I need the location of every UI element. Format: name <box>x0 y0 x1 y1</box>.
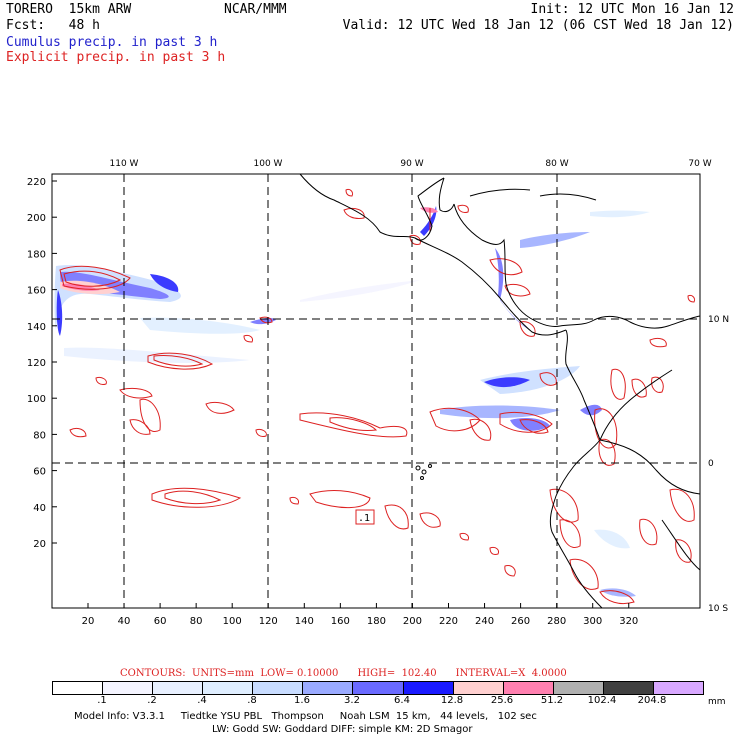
colorbar-segment <box>203 682 254 694</box>
contour-label: .1 <box>358 513 370 524</box>
colorbar-segment <box>303 682 354 694</box>
legend-cumulus: Cumulus precip. in past 3 h <box>6 35 218 50</box>
valid-time: Valid: 12 UTC Wed 18 Jan 12 (06 CST Wed … <box>342 18 734 33</box>
colorbar-value: 204.8 <box>637 695 667 706</box>
y-tick-label: 100 <box>27 394 46 405</box>
explicit-precip-contours <box>59 189 695 605</box>
colorbar-segment <box>403 682 454 694</box>
colorbar-value: 12.8 <box>440 695 464 706</box>
colorbar-segment <box>603 682 654 694</box>
y-tick-label: 160 <box>27 286 46 297</box>
colorbar-value: .8 <box>247 695 257 706</box>
x-tick-label: 240 <box>475 616 494 627</box>
x-tick-label: 220 <box>439 616 458 627</box>
x-tick-label: 160 <box>331 616 350 627</box>
lon-label: 90 W <box>400 159 423 169</box>
axis-labels: 110 W 100 W 90 W 80 W 70 W 10 N 0 10 S 220 200 180… <box>27 159 729 627</box>
lon-label: 70 W <box>688 159 711 169</box>
lon-label: 80 W <box>545 159 568 169</box>
x-tick-label: 180 <box>367 616 386 627</box>
colorbar-value: 102.4 <box>587 695 617 706</box>
y-tick-label: 80 <box>33 430 46 441</box>
x-tick-label: 80 <box>190 616 203 627</box>
colorbar-segment <box>53 682 104 694</box>
colorbar-value: 25.6 <box>490 695 514 706</box>
x-tick-label: 300 <box>583 616 602 627</box>
x-tick-label: 120 <box>259 616 278 627</box>
precip-colorbar <box>52 681 704 695</box>
colorbar-value: 51.2 <box>540 695 564 706</box>
colorbar-segment <box>653 682 704 694</box>
x-tick-label: 40 <box>118 616 131 627</box>
y-tick-label: 120 <box>27 358 46 369</box>
x-tick-label: 260 <box>511 616 530 627</box>
colorbar-segment <box>353 682 404 694</box>
y-tick-label: 180 <box>27 249 46 260</box>
x-tick-label: 20 <box>82 616 95 627</box>
lat-label: 10 S <box>708 604 728 614</box>
colorbar-value: .4 <box>197 695 207 706</box>
colorbar-segment <box>103 682 154 694</box>
colorbar-labels: .1 .2 .4 .8 1.6 3.2 6.4 12.8 25.6 51.2 102.4 204.8 <box>52 695 702 707</box>
y-tick-label: 40 <box>33 503 46 514</box>
colorbar-value: .1 <box>97 695 107 706</box>
coastlines <box>299 173 701 609</box>
lat-label: 10 N <box>708 315 729 325</box>
colorbar-segment <box>153 682 204 694</box>
map-frame <box>51 173 701 609</box>
contours-info: CONTOURS: UNITS=mm LOW= 0.10000 HIGH= 10… <box>120 668 567 679</box>
colorbar-segment <box>453 682 504 694</box>
colorbar-segment <box>253 682 304 694</box>
y-tick-label: 200 <box>27 213 46 224</box>
lon-label: 100 W <box>254 159 283 169</box>
colorbar-segment <box>553 682 604 694</box>
x-tick-label: 200 <box>403 616 422 627</box>
center-name: NCAR/MMM <box>224 2 287 17</box>
y-tick-label: 60 <box>33 467 46 478</box>
colorbar-segment <box>503 682 554 694</box>
model-info-physics: LW: Godd SW: Goddard DIFF: simple KM: 2D… <box>212 724 473 735</box>
x-tick-label: 60 <box>154 616 167 627</box>
colorbar-value: 6.4 <box>394 695 410 706</box>
colorbar-value: 3.2 <box>344 695 360 706</box>
contour-label-box <box>355 509 375 525</box>
x-tick-label: 320 <box>619 616 638 627</box>
x-tick-label: 100 <box>223 616 242 627</box>
y-tick-label: 140 <box>27 322 46 333</box>
forecast-hour: Fcst: 48 h <box>6 18 100 33</box>
y-tick-label: 220 <box>27 177 46 188</box>
legend-explicit: Explicit precip. in past 3 h <box>6 50 226 65</box>
lat-label: 0 <box>708 459 714 469</box>
lat-lon-grid <box>52 174 700 608</box>
colorbar-value: .2 <box>147 695 157 706</box>
init-time: Init: 12 UTC Mon 16 Jan 12 <box>530 2 735 17</box>
colorbar-units: mm <box>708 697 726 707</box>
x-tick-label: 280 <box>547 616 566 627</box>
y-tick-label: 20 <box>33 539 46 550</box>
colorbar-value: 1.6 <box>294 695 310 706</box>
model-title: TORERO 15km ARW <box>6 2 132 17</box>
model-info: Model Info: V3.3.1 Tiedtke YSU PBL Thomp… <box>74 711 537 722</box>
lon-label: 110 W <box>110 159 139 169</box>
x-tick-label: 140 <box>295 616 314 627</box>
